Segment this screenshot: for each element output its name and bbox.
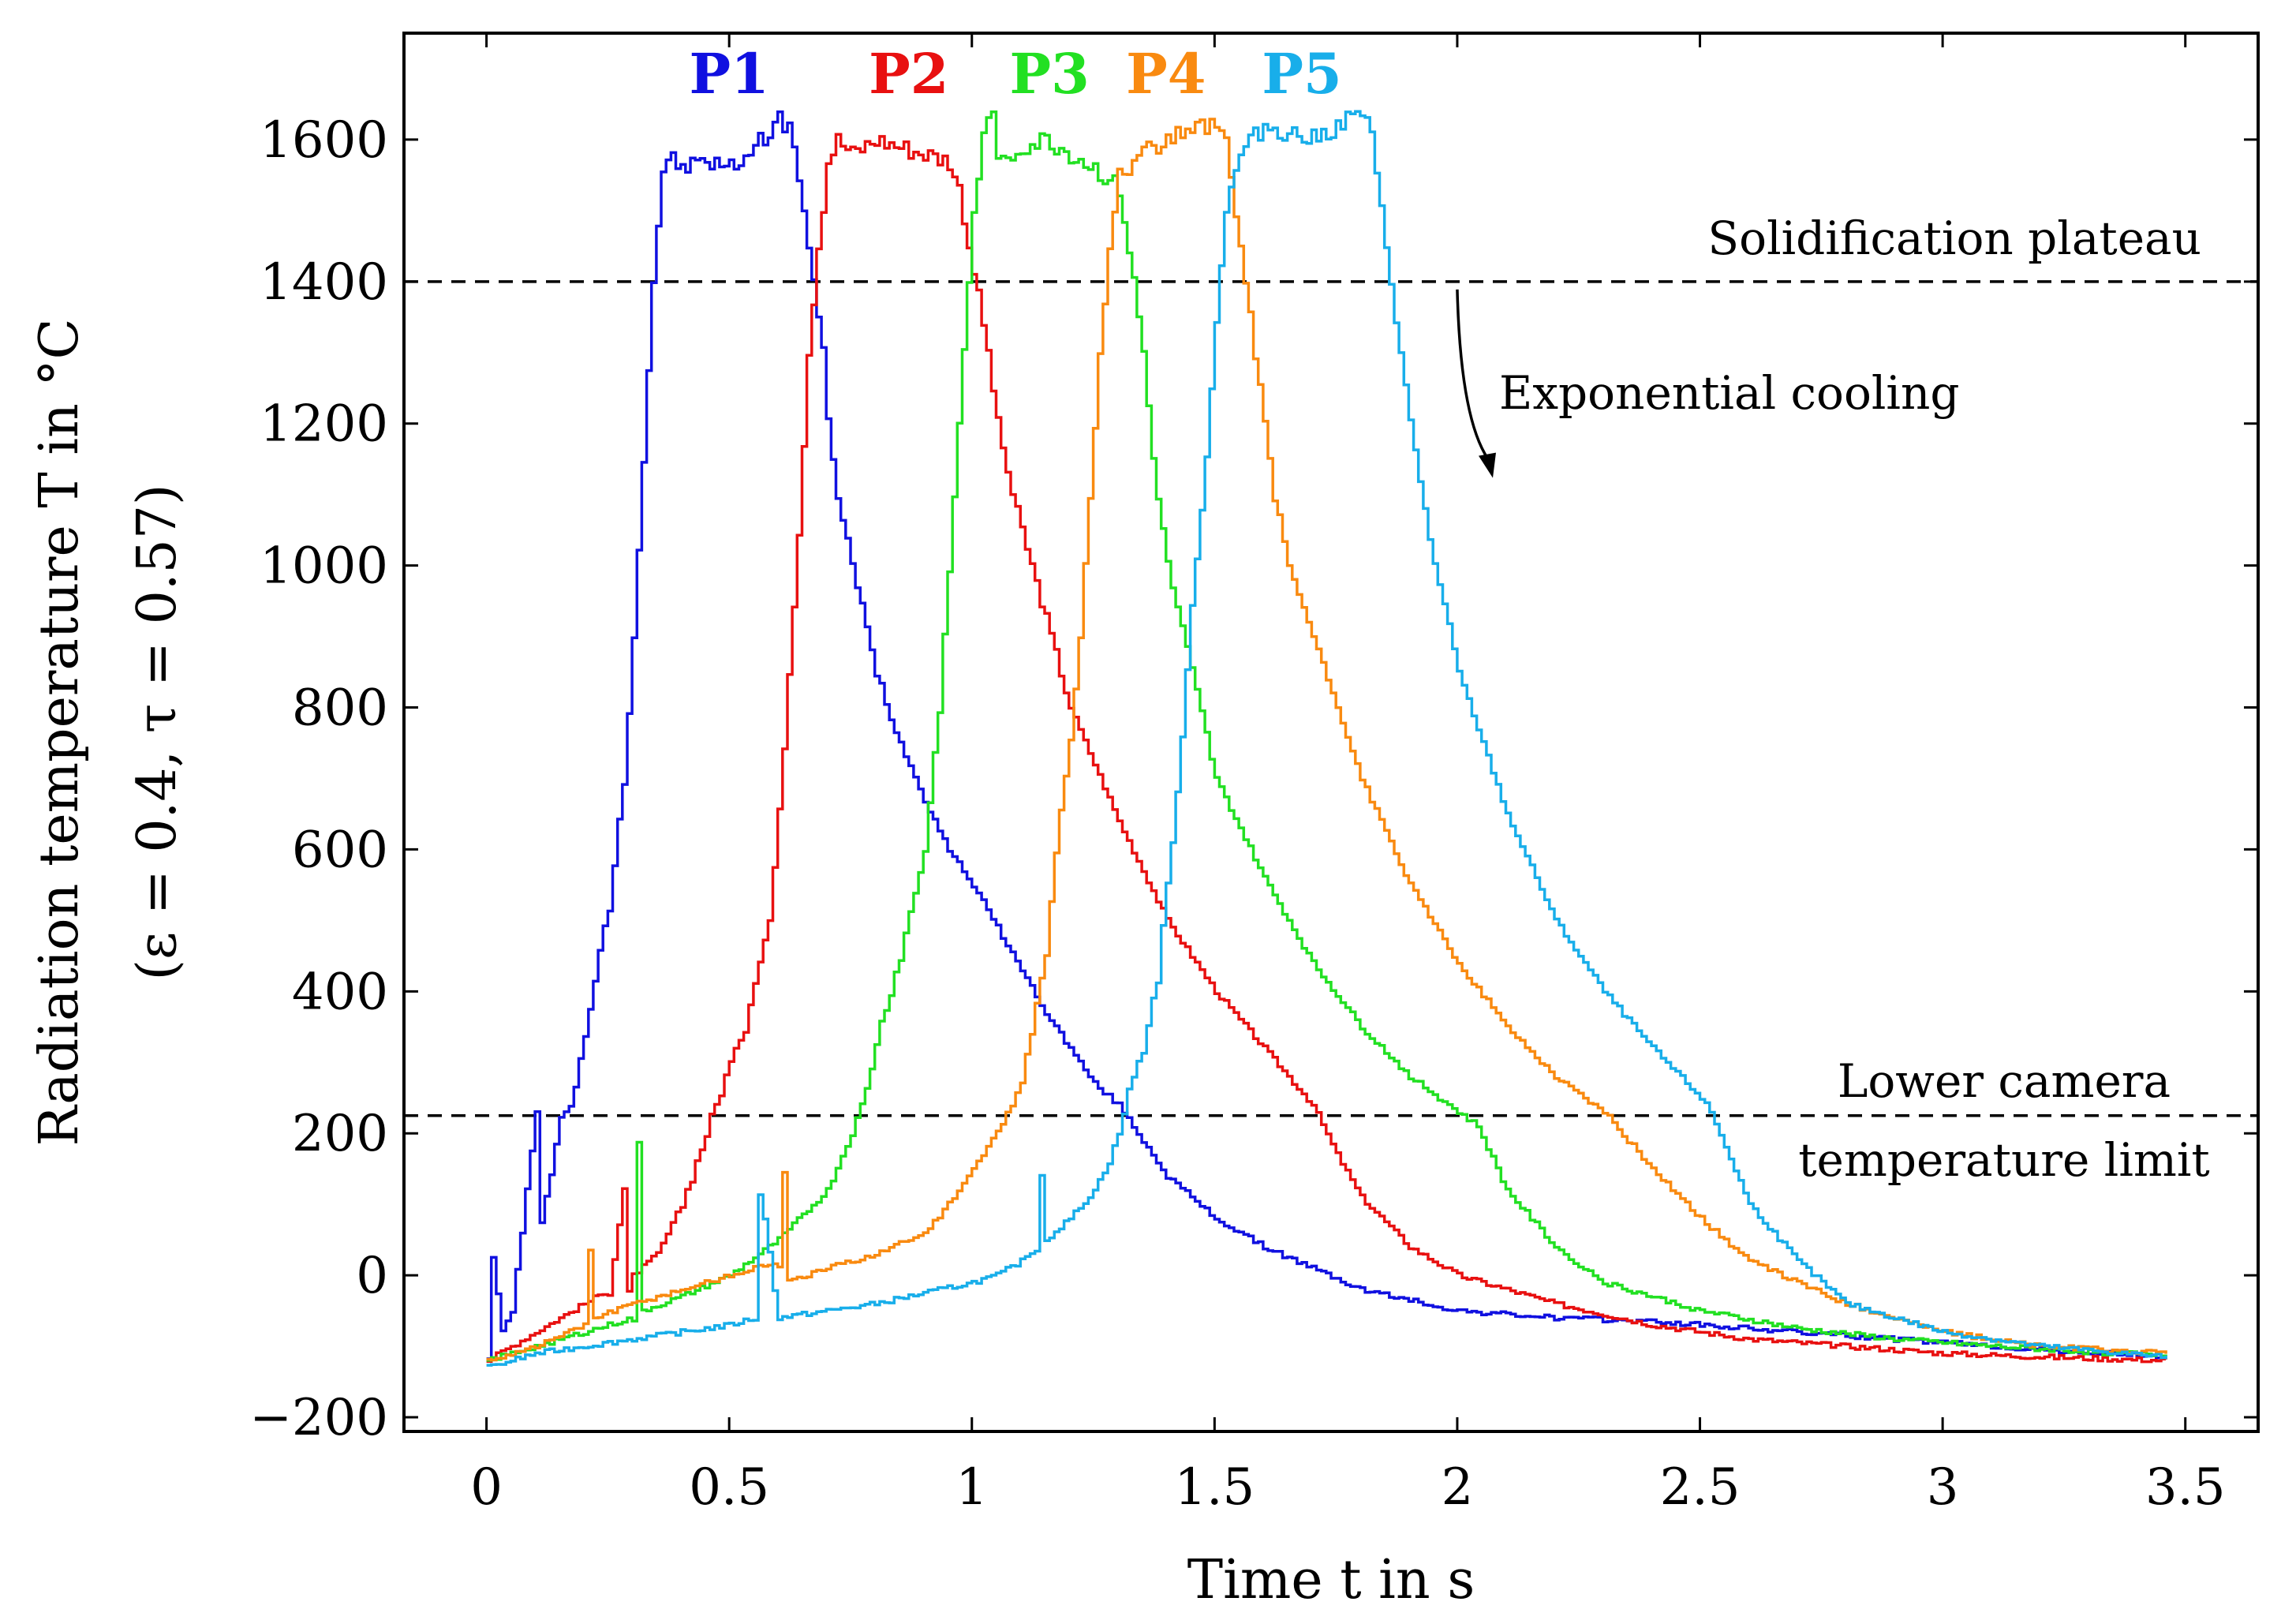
- lower-limit-label-line2: temperature limit: [1798, 1133, 2210, 1187]
- x-tick-label: 3: [1927, 1458, 1959, 1517]
- plot-frame: [402, 32, 2260, 1433]
- x-tick-label: 3.5: [2145, 1458, 2226, 1517]
- x-tick-label: 1.5: [1174, 1458, 1255, 1517]
- series-line-P5: [486, 110, 2167, 1367]
- x-tick-label: 0.5: [689, 1458, 769, 1517]
- reference-lines: [404, 280, 2258, 1117]
- y-tick-label: 600: [292, 821, 388, 879]
- series-label-P5: P5: [1262, 41, 1341, 107]
- series-line-P2: [486, 133, 2167, 1364]
- y-tick-label: 1200: [260, 395, 388, 454]
- series-lines: P1 P2 P3 P4 P5: [486, 41, 2167, 1367]
- y-tick-label: 200: [292, 1105, 388, 1163]
- solidification-label: Solidification plateau: [1707, 211, 2201, 265]
- x-axis-title: Time t in s: [1187, 1549, 1475, 1611]
- cooling-arrow-head: [1479, 452, 1497, 478]
- y-axis-title-line1: Radiation temperature T in °C: [28, 318, 91, 1146]
- y-tick-label: 800: [292, 679, 388, 738]
- y-tick-label: 400: [292, 963, 388, 1021]
- axis-ticks: 0 0.5 1 1.5 2 2.5 3 3.5 −200 0 200 400 600 800 1000 120…: [249, 33, 2258, 1517]
- lower-limit-label-line1: Lower camera: [1838, 1054, 2171, 1108]
- series-label-P3: P3: [1010, 41, 1090, 107]
- x-tick-label: 0: [470, 1458, 503, 1517]
- y-tick-label: 1400: [260, 253, 388, 312]
- series-label-P1: P1: [690, 41, 769, 107]
- y-axis-title-line2: (ε = 0.4, τ = 0.57): [126, 484, 189, 980]
- cooling-arrow: [1456, 289, 1490, 460]
- exponential-cooling-label: Exponential cooling: [1499, 366, 1959, 420]
- y-tick-label: 1000: [260, 537, 388, 596]
- x-tick-label: 2.5: [1660, 1458, 1741, 1517]
- x-tick-label: 2: [1442, 1458, 1474, 1517]
- series-label-P2: P2: [869, 41, 948, 107]
- series-label-P4: P4: [1126, 41, 1206, 107]
- y-tick-label: 0: [356, 1247, 388, 1305]
- y-tick-label: 1600: [260, 111, 388, 170]
- x-tick-label: 1: [955, 1458, 988, 1517]
- y-tick-label: −200: [249, 1389, 388, 1447]
- series-line-P4: [486, 118, 2167, 1362]
